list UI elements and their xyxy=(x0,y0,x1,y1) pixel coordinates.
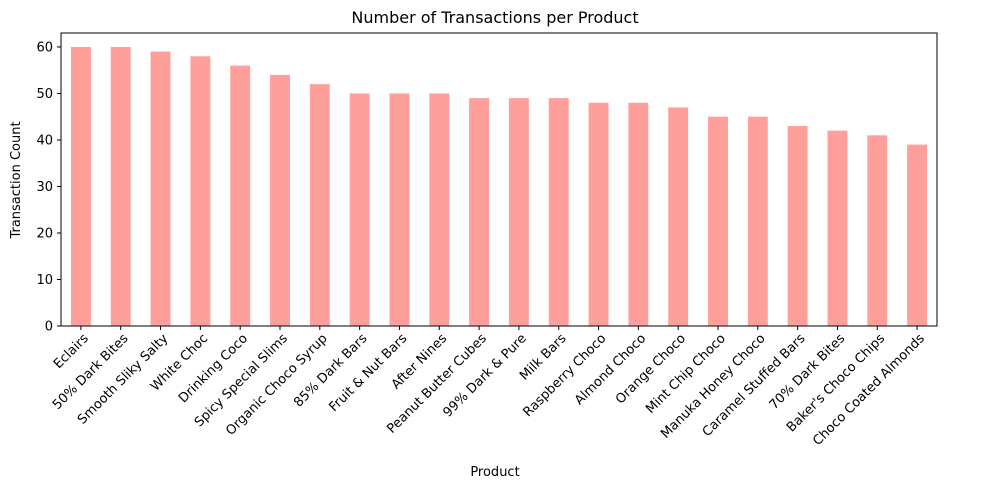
bar-13 xyxy=(548,98,569,326)
x-tick-label-5: Drinking Coco xyxy=(176,331,251,406)
x-axis-label: Product xyxy=(470,465,519,480)
x-tick-label-16: Orange Choco xyxy=(613,331,689,407)
plot-frame xyxy=(60,32,938,327)
bar-12 xyxy=(508,98,529,326)
bars-layer xyxy=(70,46,928,327)
bar-16 xyxy=(668,107,689,326)
bar-7 xyxy=(309,84,330,326)
bar-3 xyxy=(150,51,171,326)
bar-10 xyxy=(429,93,450,327)
bar-8 xyxy=(349,93,370,327)
bar-5 xyxy=(230,65,251,326)
bar-4 xyxy=(190,56,211,326)
bar-14 xyxy=(588,102,609,326)
bar-19 xyxy=(787,126,808,327)
bar-22 xyxy=(907,144,928,326)
y-tick-label-5: 50 xyxy=(36,87,53,102)
y-tick-label-6: 60 xyxy=(36,40,53,55)
bar-6 xyxy=(270,74,290,326)
bar-20 xyxy=(827,130,848,326)
bar-15 xyxy=(628,102,649,326)
y-tick-label-3: 30 xyxy=(36,180,53,195)
bar-2 xyxy=(110,46,131,326)
y-tick-label-1: 10 xyxy=(36,273,53,288)
bar-9 xyxy=(389,93,410,327)
y-axis-label: Transaction Count xyxy=(9,121,24,239)
y-tick-label-4: 40 xyxy=(36,133,53,148)
x-tick-label-8: 85% Dark Bars xyxy=(291,331,370,410)
y-tick-label-2: 20 xyxy=(36,226,53,241)
bar-21 xyxy=(867,135,888,326)
y-tick-label-0: 0 xyxy=(45,320,53,335)
bar-11 xyxy=(469,98,490,326)
chart-title: Number of Transactions per Product xyxy=(351,8,638,27)
bar-1 xyxy=(70,46,91,326)
x-tick-label-15: Almond Choco xyxy=(572,331,649,408)
bar-18 xyxy=(747,116,768,327)
bar-17 xyxy=(708,116,728,327)
